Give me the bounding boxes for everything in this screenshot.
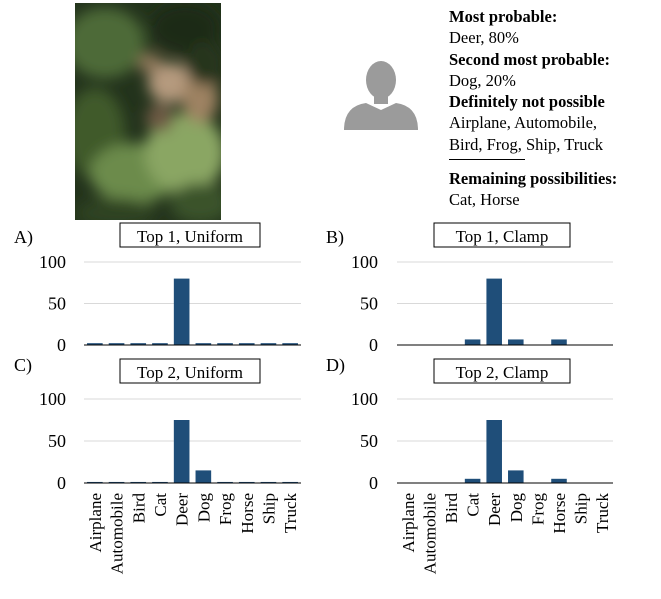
x-tick-label: Automobile — [420, 493, 439, 574]
most-probable-value: Deer, 80% — [449, 28, 519, 48]
x-tick-label: Airplane — [399, 493, 418, 552]
bar-automobile — [108, 481, 125, 483]
x-tick-label: Airplane — [86, 493, 105, 552]
remaining-heading: Remaining possibilities: — [449, 169, 618, 189]
x-tick-label: Cat — [151, 493, 170, 517]
panel-label: C) — [14, 355, 32, 376]
chart-title: Top 2, Clamp — [456, 363, 549, 382]
x-tick-label: Bird — [129, 493, 148, 524]
most-probable-heading: Most probable: — [449, 7, 558, 26]
bar-cat — [152, 481, 168, 483]
y-tick-label: 0 — [57, 473, 66, 493]
x-tick-label: Dog — [507, 493, 526, 523]
chart-title-box — [433, 222, 571, 248]
y-tick-label: 50 — [360, 431, 378, 451]
remaining-value: Cat, Horse — [449, 190, 520, 210]
y-tick-label: 0 — [369, 335, 378, 355]
not-possible-line-1: Airplane, Automobile, — [449, 113, 598, 133]
x-tick-label: Deer — [485, 493, 504, 526]
y-tick-label: 0 — [57, 335, 66, 355]
y-tick-label: 100 — [39, 252, 66, 272]
bar-frog — [217, 481, 233, 483]
y-tick-label: 100 — [351, 252, 378, 272]
x-tick-label: Automobile — [108, 493, 127, 574]
bar-bird — [130, 481, 147, 483]
blurry-deer-photo — [75, 3, 221, 220]
bar-truck — [282, 343, 298, 345]
x-tick-label: Horse — [550, 493, 569, 534]
second-probable-value: Dog, 20% — [449, 70, 516, 90]
y-tick-label: 100 — [351, 389, 378, 409]
prediction-info: Most probable: Deer, 80% Second most pro… — [449, 6, 659, 211]
bar-dog — [195, 470, 212, 483]
chart-title: Top 1, Clamp — [456, 227, 549, 246]
x-tick-label: Frog — [528, 493, 547, 526]
bar-automobile — [108, 343, 125, 345]
bar-horse — [551, 339, 567, 345]
x-tick-label: Frog — [216, 493, 235, 526]
x-tick-label: Dog — [194, 493, 213, 523]
bar-horse — [238, 481, 255, 483]
panel-label: A) — [14, 227, 33, 248]
bar-dog — [508, 470, 524, 483]
chart-title-box — [119, 358, 261, 384]
bar-cat — [152, 343, 168, 345]
bar-cat — [464, 478, 481, 483]
chart-title: Top 2, Uniform — [137, 363, 243, 382]
y-tick-label: 50 — [48, 294, 66, 314]
bar-airplane — [87, 343, 103, 345]
x-tick-label: Ship — [572, 493, 591, 524]
chart-title-box — [433, 358, 571, 384]
bar-horse — [551, 478, 567, 483]
x-tick-label: Truck — [593, 493, 612, 533]
x-tick-label: Truck — [281, 493, 300, 533]
bar-ship — [260, 343, 277, 345]
y-tick-label: 100 — [39, 389, 66, 409]
x-tick-label: Deer — [173, 493, 192, 526]
bar-truck — [282, 481, 298, 483]
bar-airplane — [87, 481, 103, 483]
y-tick-label: 0 — [369, 473, 378, 493]
bar-deer — [486, 278, 502, 345]
chart-title-box — [119, 222, 261, 248]
x-tick-label: Bird — [442, 493, 461, 524]
y-tick-label: 50 — [48, 431, 66, 451]
bar-dog — [508, 339, 524, 345]
bar-ship — [260, 481, 277, 483]
bar-bird — [130, 343, 147, 345]
not-possible-heading: Definitely not possible — [449, 92, 605, 112]
separator-line — [449, 159, 525, 161]
not-possible-line-2: Bird, Frog, Ship, Truck — [449, 134, 604, 154]
bar-dog — [195, 343, 212, 345]
bar-deer — [486, 420, 502, 483]
y-tick-label: 50 — [360, 294, 378, 314]
panel-label: B) — [326, 227, 344, 248]
second-probable-heading: Second most probable: — [449, 49, 611, 69]
panel-label: D) — [326, 355, 345, 376]
bar-frog — [217, 343, 233, 345]
bar-deer — [173, 420, 190, 483]
bar-horse — [238, 343, 255, 345]
person-silhouette-icon — [344, 61, 418, 130]
bar-cat — [464, 339, 481, 345]
chart-title: Top 1, Uniform — [137, 227, 243, 246]
x-tick-label: Horse — [238, 493, 257, 534]
x-tick-label: Cat — [464, 493, 483, 517]
bar-deer — [173, 278, 190, 345]
x-tick-label: Ship — [259, 493, 278, 524]
